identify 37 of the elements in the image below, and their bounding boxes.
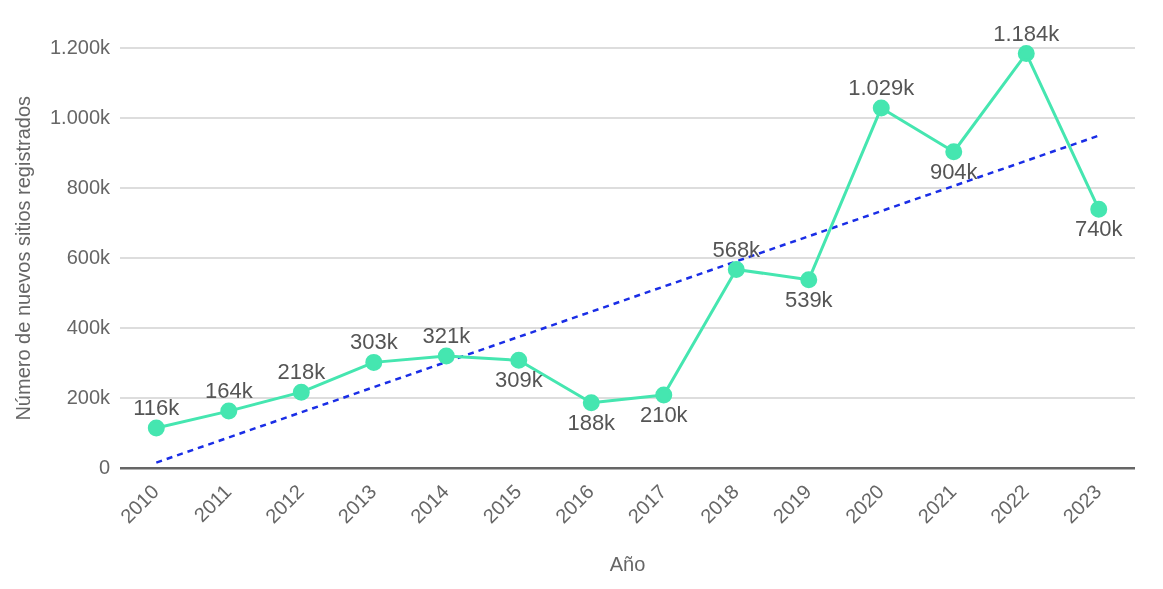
data-label: 164k: [204, 378, 254, 404]
x-axis-title: Año: [609, 552, 646, 575]
point: [945, 143, 963, 161]
point: [365, 353, 383, 371]
point: [292, 383, 310, 401]
y-tick-label: 600k: [66, 245, 112, 268]
data-label: 321k: [422, 323, 472, 349]
data-label: 303k: [349, 329, 399, 355]
point: [872, 99, 890, 117]
point: [1017, 45, 1035, 63]
data-label: 1.184k: [993, 20, 1061, 46]
point: [220, 402, 238, 420]
y-axis-title: Número de nuevos sitios registrados: [11, 95, 34, 421]
data-label: 309k: [494, 367, 544, 393]
y-tick-label: 1.200k: [49, 35, 112, 58]
y-tick-label: 0: [98, 456, 111, 479]
data-label: 539k: [784, 286, 834, 312]
data-label: 1.029k: [848, 74, 916, 100]
point: [147, 419, 165, 437]
point: [1090, 200, 1108, 218]
y-tick-label: 800k: [66, 175, 112, 198]
data-label: 740k: [1074, 216, 1124, 242]
point: [655, 386, 673, 404]
point: [437, 347, 455, 365]
data-label: 568k: [712, 236, 762, 262]
data-label: 210k: [639, 402, 689, 428]
data-label: 116k: [133, 394, 181, 420]
data-label: 218k: [277, 359, 327, 385]
data-label: 188k: [567, 409, 617, 435]
point: [582, 394, 600, 412]
y-tick-label: 200k: [66, 385, 112, 408]
y-tick-label: 1.000k: [49, 105, 112, 128]
point: [727, 261, 745, 278]
point: [510, 351, 528, 369]
y-tick-label: 400k: [66, 315, 112, 338]
data-label: 904k: [929, 158, 979, 184]
point: [800, 271, 818, 289]
